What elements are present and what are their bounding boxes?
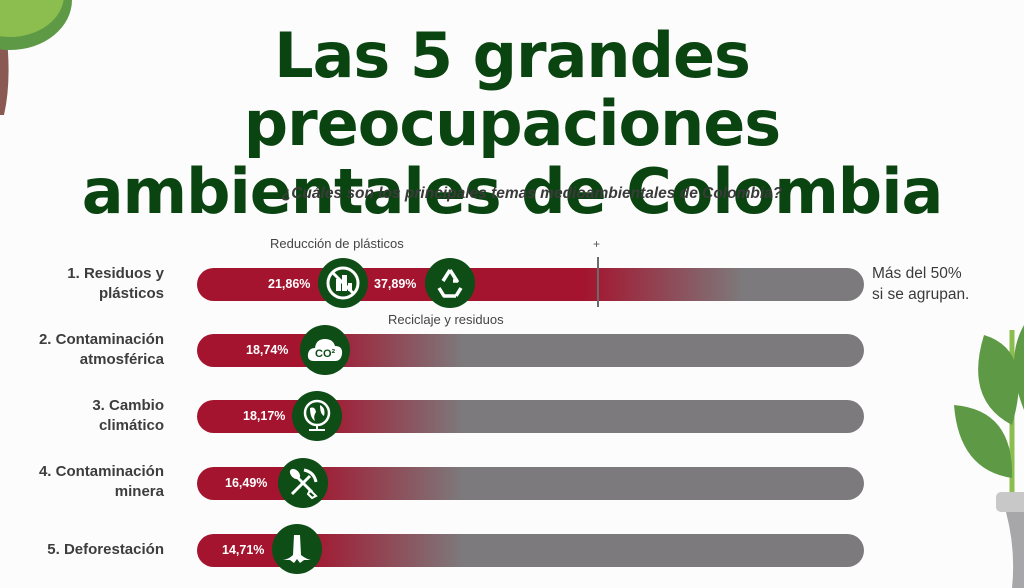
grouped-note-line1: Más del 50% xyxy=(872,265,962,282)
grouped-note: Más del 50% si se agrupan. xyxy=(872,263,969,305)
subtitle: ¿Cuáles son los principales temas medioa… xyxy=(281,185,783,202)
row-label-4-line1: 4. Contaminación xyxy=(38,463,164,480)
row-label-5-line1: 5. Deforestación xyxy=(47,541,164,558)
bar-row-2 xyxy=(197,334,864,367)
value-recycling: 37,89% xyxy=(374,277,417,291)
threshold-marker xyxy=(597,257,599,307)
row-label-1: 1. Residuos y plásticos xyxy=(0,264,164,304)
value-row-3: 18,17% xyxy=(243,409,286,423)
marker-plus: + xyxy=(593,237,601,251)
row-label-5: 5. Deforestación xyxy=(0,540,164,560)
tree-stump-icon xyxy=(272,524,322,574)
co2-cloud-icon: CO² xyxy=(300,325,350,375)
value-row-4: 16,49% xyxy=(225,476,268,490)
row-label-1-line2: plásticos xyxy=(98,285,164,302)
value-row-5: 14,71% xyxy=(222,543,265,557)
row-label-1-line1: 1. Residuos y xyxy=(67,265,164,282)
row-label-4: 4. Contaminación minera xyxy=(0,462,164,502)
tree-illustration xyxy=(0,0,72,115)
value-row-2: 18,74% xyxy=(246,343,289,357)
note-plastic-reduction: Reducción de plásticos xyxy=(270,236,404,251)
title-line-2: ambientales de Colombia xyxy=(81,155,944,228)
svg-text:CO²: CO² xyxy=(315,348,336,360)
row-label-2: 2. Contaminación atmosférica xyxy=(0,330,164,370)
no-plastic-icon xyxy=(318,258,368,308)
grouped-note-line2: si se agrupan. xyxy=(872,286,970,303)
row-label-3-line1: 3. Cambio xyxy=(92,397,164,414)
title-line-1: Las 5 grandes preocupaciones xyxy=(243,19,781,160)
value-plastic-reduction: 21,86% xyxy=(268,277,311,291)
row-label-2-line2: atmosférica xyxy=(79,351,164,368)
bar-row-1 xyxy=(197,268,864,301)
globe-icon xyxy=(292,391,342,441)
row-label-2-line1: 2. Contaminación xyxy=(38,331,164,348)
row-label-3: 3. Cambio climático xyxy=(0,396,164,436)
row-label-3-line2: climático xyxy=(98,417,164,434)
recycle-icon xyxy=(425,258,475,308)
page-title: Las 5 grandes preocupaciones ambientales… xyxy=(0,22,1024,226)
potted-plant-illustration xyxy=(954,325,1024,588)
row-label-4-line2: minera xyxy=(114,483,164,500)
pick-shovel-icon xyxy=(278,458,328,508)
note-recycling: Reciclaje y residuos xyxy=(388,312,504,327)
